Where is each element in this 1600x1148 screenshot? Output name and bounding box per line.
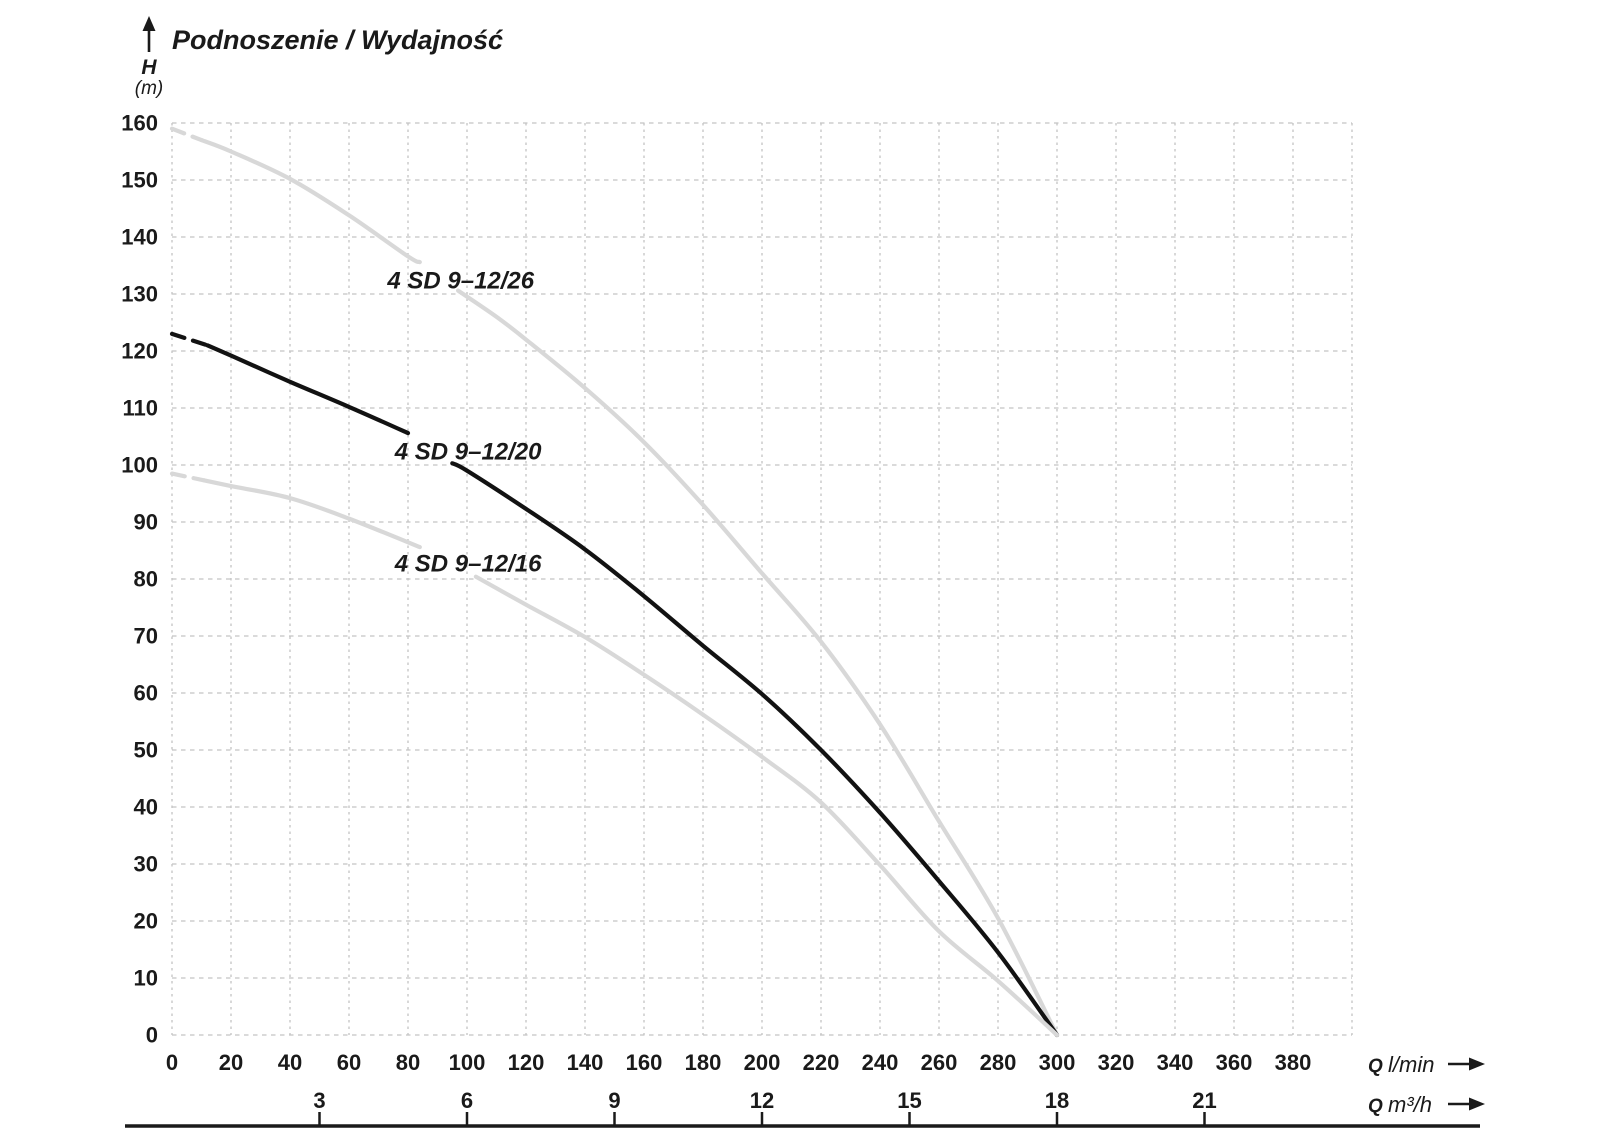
curve-4-sd-9-12-20 — [450, 461, 1060, 1038]
y-tick-label: 160 — [121, 111, 158, 136]
y-tick-label: 10 — [134, 966, 158, 991]
y-tick-label: 100 — [121, 453, 158, 478]
y-axis-symbol: H — [141, 56, 157, 79]
x-axis-caption-m3h: Q m³/h — [1368, 1092, 1485, 1117]
m3h-tick-label: 21 — [1192, 1088, 1216, 1113]
right-arrow-icon — [1448, 1097, 1485, 1111]
x-tick-label: 180 — [685, 1050, 722, 1075]
x-tick-label: 40 — [278, 1050, 302, 1075]
m3h-tick-label: 15 — [897, 1088, 921, 1113]
x-tick-label: 160 — [626, 1050, 663, 1075]
chart-title: Podnoszenie / Wydajność — [172, 25, 503, 55]
x-tick-label: 220 — [803, 1050, 840, 1075]
x-tick-label: 340 — [1157, 1050, 1194, 1075]
x-tick-label: 300 — [1039, 1050, 1076, 1075]
curve-4-sd-9-12-16-label: 4 SD 9–12/16 — [394, 551, 542, 578]
curve-4-sd-9-12-20-label: 4 SD 9–12/20 — [394, 438, 542, 465]
y-axis-header: Podnoszenie / Wydajność H (m) — [135, 16, 503, 99]
y-tick-label: 0 — [146, 1023, 158, 1048]
y-tick-label: 60 — [134, 681, 158, 706]
x-tick-label: 100 — [449, 1050, 486, 1075]
q-symbol: Q — [1368, 1096, 1383, 1117]
y-tick-label: 50 — [134, 738, 158, 763]
x-tick-label: 20 — [219, 1050, 243, 1075]
x-tick-label: 60 — [337, 1050, 361, 1075]
x-axis-caption-lmin: Q l/min — [1368, 1052, 1485, 1077]
m3h-tick-label: 12 — [750, 1088, 774, 1113]
y-tick-label: 20 — [134, 909, 158, 934]
y-axis-unit: (m) — [135, 78, 163, 99]
x-tick-label: 360 — [1216, 1050, 1253, 1075]
curve-4-sd-9-12-16-dash-lead — [169, 471, 207, 483]
curve-4-sd-9-12-26-dash-lead — [169, 126, 204, 143]
m3h-tick-label: 9 — [608, 1088, 620, 1113]
curve-4-sd-9-12-16 — [473, 574, 1060, 1038]
x-tick-label: 260 — [921, 1050, 958, 1075]
secondary-axis: 3 6 9 12 15 18 21 — [125, 1088, 1480, 1128]
x-tick-label: 0 — [166, 1050, 178, 1075]
y-tick-label: 150 — [121, 168, 158, 193]
x-tick-label: 120 — [508, 1050, 545, 1075]
m3h-unit-label: m³/h — [1388, 1092, 1432, 1117]
grid — [171, 122, 1353, 1036]
y-tick-label: 30 — [134, 852, 158, 877]
m3h-tick-label: 18 — [1045, 1088, 1069, 1113]
y-tick-label: 110 — [123, 396, 159, 421]
y-tick-label: 40 — [134, 795, 158, 820]
right-arrow-icon — [1448, 1057, 1485, 1071]
x-tick-label: 380 — [1275, 1050, 1312, 1075]
x-tick-label: 320 — [1098, 1050, 1135, 1075]
x-tick-label: 200 — [744, 1050, 781, 1075]
m3h-tick-label: 3 — [313, 1088, 325, 1113]
y-tick-label: 120 — [121, 339, 158, 364]
lmin-unit-label: l/min — [1388, 1052, 1434, 1077]
y-tick-label: 70 — [134, 624, 158, 649]
x-tick-label: 80 — [396, 1050, 420, 1075]
x-tick-label: 280 — [980, 1050, 1017, 1075]
x-tick-label: 240 — [862, 1050, 899, 1075]
curve-4-sd-9-12-26 — [199, 138, 422, 265]
y-tick-label: 80 — [134, 567, 158, 592]
curve-4-sd-9-12-26 — [456, 288, 1060, 1038]
y-tick-label: 140 — [121, 225, 158, 250]
up-arrow-icon — [142, 16, 156, 52]
q-symbol: Q — [1368, 1056, 1383, 1077]
axis-ticks: 0 10 20 30 40 50 60 70 80 90 100 110 120 130 140 150 160… — [121, 111, 1311, 1076]
m3h-tick-label: 6 — [461, 1088, 473, 1113]
y-tick-label: 90 — [134, 510, 158, 535]
curves: 4 SD 9–12/26 4 SD 9–12/20 4 SD 9–12/16 — [169, 126, 1060, 1038]
curve-4-sd-9-12-26-label: 4 SD 9–12/26 — [386, 267, 534, 294]
curve-4-sd-9-12-20 — [205, 343, 411, 436]
curve-4-sd-9-12-20-dash-lead — [169, 331, 210, 348]
x-tick-label: 140 — [567, 1050, 604, 1075]
curve-4-sd-9-12-16 — [202, 478, 422, 550]
y-tick-label: 130 — [121, 282, 158, 307]
